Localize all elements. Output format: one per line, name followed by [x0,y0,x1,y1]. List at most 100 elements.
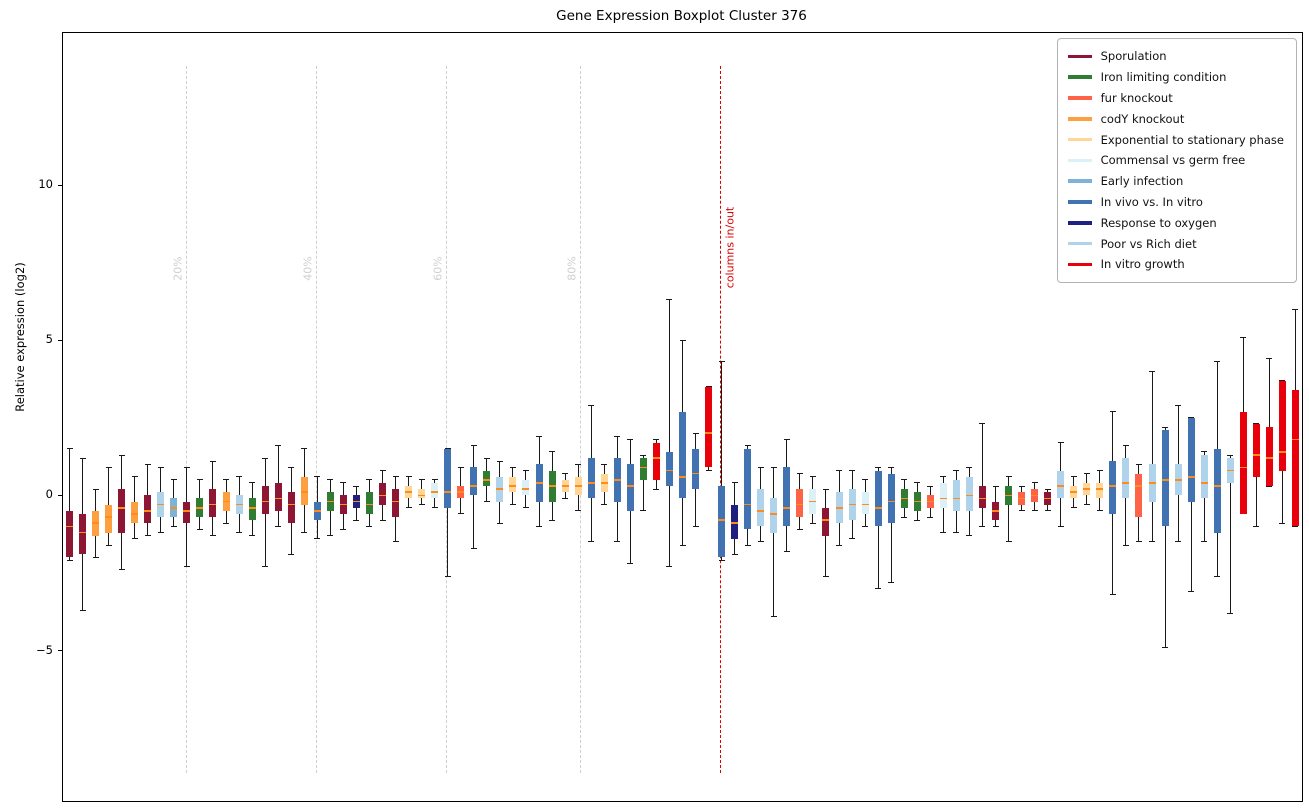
box [652,442,660,480]
box [744,448,752,530]
whisker-cap [170,479,177,481]
whisker-cap [1162,426,1169,428]
median-line [822,519,830,521]
legend-swatch [1067,221,1092,225]
whisker-cap [262,457,269,459]
whisker-cap [314,476,321,478]
whisker-line [1190,417,1192,592]
median-line [874,506,882,509]
whisker-line [1008,476,1010,542]
median-line [835,506,843,509]
median-line [652,457,660,459]
whisker-cap [144,463,151,465]
whisker-cap [809,522,816,524]
box [131,501,139,524]
box [978,486,986,508]
median-line [209,503,217,506]
legend-swatch [1067,137,1092,142]
box [1057,470,1065,499]
whisker-cap [692,432,699,434]
percent-line-label: 60% [431,256,445,281]
median-line [79,531,87,534]
median-line [509,485,517,487]
median-line [1135,485,1143,487]
whisker-cap [1096,510,1103,512]
whisker-line [1229,455,1231,614]
whisker-cap [79,609,86,611]
box [392,489,400,518]
whisker-cap [1083,473,1090,475]
median-line [92,522,100,525]
median-line [1291,438,1299,441]
whisker-cap [783,550,790,552]
whisker-cap [1214,361,1221,363]
whisker-cap [1292,525,1299,527]
box [79,513,87,555]
whisker-cap [1227,454,1234,456]
box [274,482,282,511]
legend-item: In vivo vs. In vitro [1067,192,1284,213]
whisker-cap [770,466,777,468]
whisker-line [1164,427,1166,648]
whisker-cap [131,538,138,540]
box [1291,389,1299,527]
whisker-cap [1292,308,1299,310]
box [1109,461,1117,514]
legend-item: Sporulation [1067,46,1284,67]
columns-inout-line [719,66,721,773]
legend-swatch [1067,158,1092,163]
median-line [339,503,347,506]
median-line [679,475,686,478]
box [261,486,269,514]
median-line [1122,482,1130,484]
whisker-cap [1031,510,1038,512]
whisker-cap [744,445,751,447]
whisker-cap [614,541,621,543]
whisker-cap [105,544,112,546]
median-line [170,506,178,509]
whisker-cap [118,454,125,456]
percent-line-80 [579,66,581,773]
percent-line-20 [185,66,187,773]
whisker-cap [614,435,621,437]
median-line [1239,466,1247,469]
median-line [809,500,817,503]
whisker-cap [822,488,829,490]
median-line [1278,451,1286,453]
whisker-cap [522,470,529,472]
whisker-cap [509,504,516,506]
box [470,467,478,496]
columns-inout-label: columns in/out [723,206,737,289]
whisker-line [473,445,475,549]
whisker-cap [223,522,230,524]
median-line [66,525,74,528]
whisker-cap [979,423,986,425]
whisker-cap [901,516,908,518]
box [639,458,647,480]
whisker-cap [405,476,412,478]
whisker-cap [470,547,477,549]
legend-swatch [1067,75,1092,79]
legend-label: fur knockout [1100,90,1173,105]
legend-label: codY knockout [1100,111,1185,126]
whisker-cap [366,479,373,481]
whisker-cap [196,528,203,530]
median-line [392,500,400,503]
whisker-cap [301,448,308,450]
median-line [105,516,113,518]
median-line [561,485,569,487]
whisker-cap [1253,525,1260,527]
median-line [574,485,582,487]
legend-label: In vitro growth [1100,257,1185,272]
y-tick-label: 0 [45,487,53,502]
median-line [1005,494,1013,497]
median-line [248,506,256,509]
whisker-cap [1266,485,1273,487]
median-line [144,510,152,512]
median-line [405,491,413,494]
whisker-cap [718,560,725,561]
whisker-cap [196,479,203,481]
median-line [665,469,673,472]
whisker-cap [1149,541,1156,543]
whisker-cap [953,532,960,534]
